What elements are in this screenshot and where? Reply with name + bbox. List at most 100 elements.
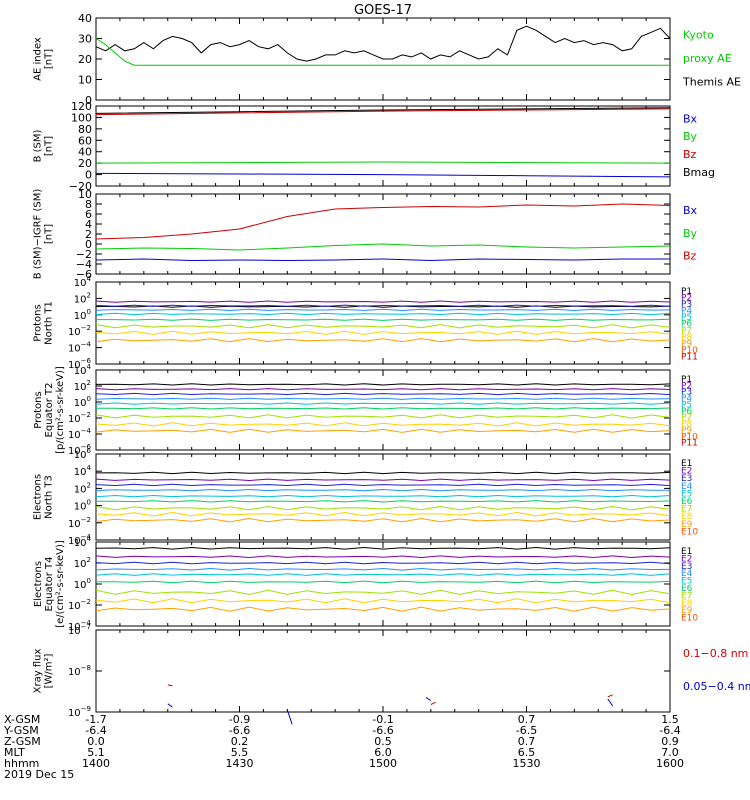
y-axis-label: [nT] xyxy=(44,224,55,244)
series-line-1 xyxy=(95,203,671,240)
channel-line-1 xyxy=(95,471,671,475)
legend-entry: P10 xyxy=(681,432,698,442)
legend-entry: P1 xyxy=(681,375,692,385)
panel-frame xyxy=(95,629,671,713)
x-axis-row-value: 0.9 xyxy=(661,735,679,748)
y-tick-exponent: 6 xyxy=(87,447,92,455)
channel-line-8 xyxy=(95,598,671,604)
y-tick-label: 10−7 xyxy=(68,623,91,637)
xray-segment xyxy=(607,694,613,698)
x-axis-row-value: 1500 xyxy=(369,757,397,770)
legend-entry: E8 xyxy=(681,512,693,522)
y-tick-label: 104 xyxy=(74,535,92,549)
y-tick-exponent: −4 xyxy=(81,619,92,627)
y-tick-label: 104 xyxy=(74,363,92,377)
x-axis-row-label: Z-GSM xyxy=(4,735,41,748)
y-axis-label: Protons xyxy=(33,391,44,428)
y-tick-label: 2 xyxy=(85,228,92,241)
legend-entry: Bx xyxy=(683,204,698,217)
legend-entry: E10 xyxy=(681,614,698,624)
channel-line-4 xyxy=(95,397,671,400)
x-axis-table: X-GSM -1.7 -0.9 -0.1 0.7 1.5 Y-GSM -6.4 -6.6 -6.6… xyxy=(3,713,684,781)
y-tick-label: −2 xyxy=(76,248,92,261)
y-tick-exponent: −6 xyxy=(81,443,92,451)
y-tick-exponent: 2 xyxy=(87,556,91,564)
y-tick-exponent: 4 xyxy=(87,275,92,283)
x-axis-row-value: 1430 xyxy=(226,757,254,770)
y-tick-exponent: 2 xyxy=(87,291,91,299)
y-tick-label: 10−2 xyxy=(68,411,91,425)
legend-entry: E8 xyxy=(681,599,693,609)
legend-entry: P8 xyxy=(681,333,692,343)
y-axis-label: North T3 xyxy=(44,475,55,519)
plot-title: GOES-17 xyxy=(354,3,412,18)
legend-entry: Bz xyxy=(683,250,697,263)
y-axis-label: Electrons xyxy=(33,561,44,607)
y-tick-label: 10−2 xyxy=(68,324,91,338)
y-axis-label: Protons xyxy=(33,304,44,341)
channel-line-7 xyxy=(95,505,671,511)
channel-line-2 xyxy=(95,388,671,391)
legend-entry: P9 xyxy=(681,426,692,436)
channel-line-7 xyxy=(95,414,671,419)
y-tick-exponent: 0 xyxy=(87,308,91,316)
legend-entry: E7 xyxy=(681,591,692,601)
legend-entry: Themis AE xyxy=(682,75,741,88)
channel-line-8 xyxy=(95,422,671,427)
y-tick-label: 106 xyxy=(74,447,92,461)
y-tick-label: 10−2 xyxy=(68,516,91,530)
legend-entry: E6 xyxy=(681,584,693,594)
y-axis-label: Electrons xyxy=(33,474,44,520)
y-tick-label: 100 xyxy=(74,577,91,591)
y-tick-label: 40 xyxy=(78,12,92,25)
panel-frame xyxy=(95,369,671,451)
y-tick-exponent: −9 xyxy=(81,705,91,713)
y-tick-label: 30 xyxy=(78,33,92,46)
channel-line-6 xyxy=(96,500,671,503)
legend-entry: P7 xyxy=(681,413,692,423)
channel-line-7 xyxy=(95,589,671,596)
x-axis-row-value: 6.5 xyxy=(518,746,536,759)
legend-entry: P1 xyxy=(681,287,692,297)
legend-entry: E1 xyxy=(681,459,692,469)
series-line-2 xyxy=(95,38,670,66)
y-tick-label: 80 xyxy=(78,123,92,136)
y-tick-exponent: 0 xyxy=(87,577,91,585)
legend-entry: P3 xyxy=(681,388,692,398)
y-tick-exponent: 4 xyxy=(87,535,92,543)
legend-entry: E5 xyxy=(681,577,692,587)
y-axis-label: [nT] xyxy=(44,49,55,69)
legend-entry: P2 xyxy=(681,381,692,391)
legend-entry: P7 xyxy=(681,326,692,336)
y-axis-label: [e/(cm²-s-sr-keV)] xyxy=(55,540,66,628)
legend-entry: Bmag xyxy=(683,166,715,179)
panel-frame xyxy=(95,453,671,541)
legend-entry: E9 xyxy=(681,520,693,530)
x-axis-row-value: 1.5 xyxy=(661,713,679,726)
x-axis-row-value: -6.4 xyxy=(659,724,680,737)
y-axis-label: North T1 xyxy=(44,301,55,345)
legend-entry: P3 xyxy=(681,300,692,310)
channel-line-3 xyxy=(95,483,671,487)
legend-entry: E4 xyxy=(681,569,693,579)
legend-entry: E2 xyxy=(681,554,692,564)
y-tick-exponent: −2 xyxy=(81,324,91,332)
legend-entry: P11 xyxy=(681,352,698,362)
channel-line-8 xyxy=(95,330,671,335)
y-tick-exponent: −2 xyxy=(81,411,91,419)
xray-segment xyxy=(286,709,293,725)
legend-entry: P4 xyxy=(681,307,692,317)
x-axis-row-value: 0.2 xyxy=(231,735,249,748)
x-axis-row-label: MLT xyxy=(4,746,25,759)
channel-line-5 xyxy=(95,402,671,405)
x-axis-row-value: -0.1 xyxy=(372,713,393,726)
x-axis-row-value: 5.1 xyxy=(87,746,105,759)
x-axis-row-value: -6.6 xyxy=(229,724,250,737)
legend-entry: P6 xyxy=(681,320,692,330)
series-line-2 xyxy=(95,161,671,164)
series-line-2 xyxy=(95,243,671,251)
x-axis-row-value: 1400 xyxy=(82,757,110,770)
